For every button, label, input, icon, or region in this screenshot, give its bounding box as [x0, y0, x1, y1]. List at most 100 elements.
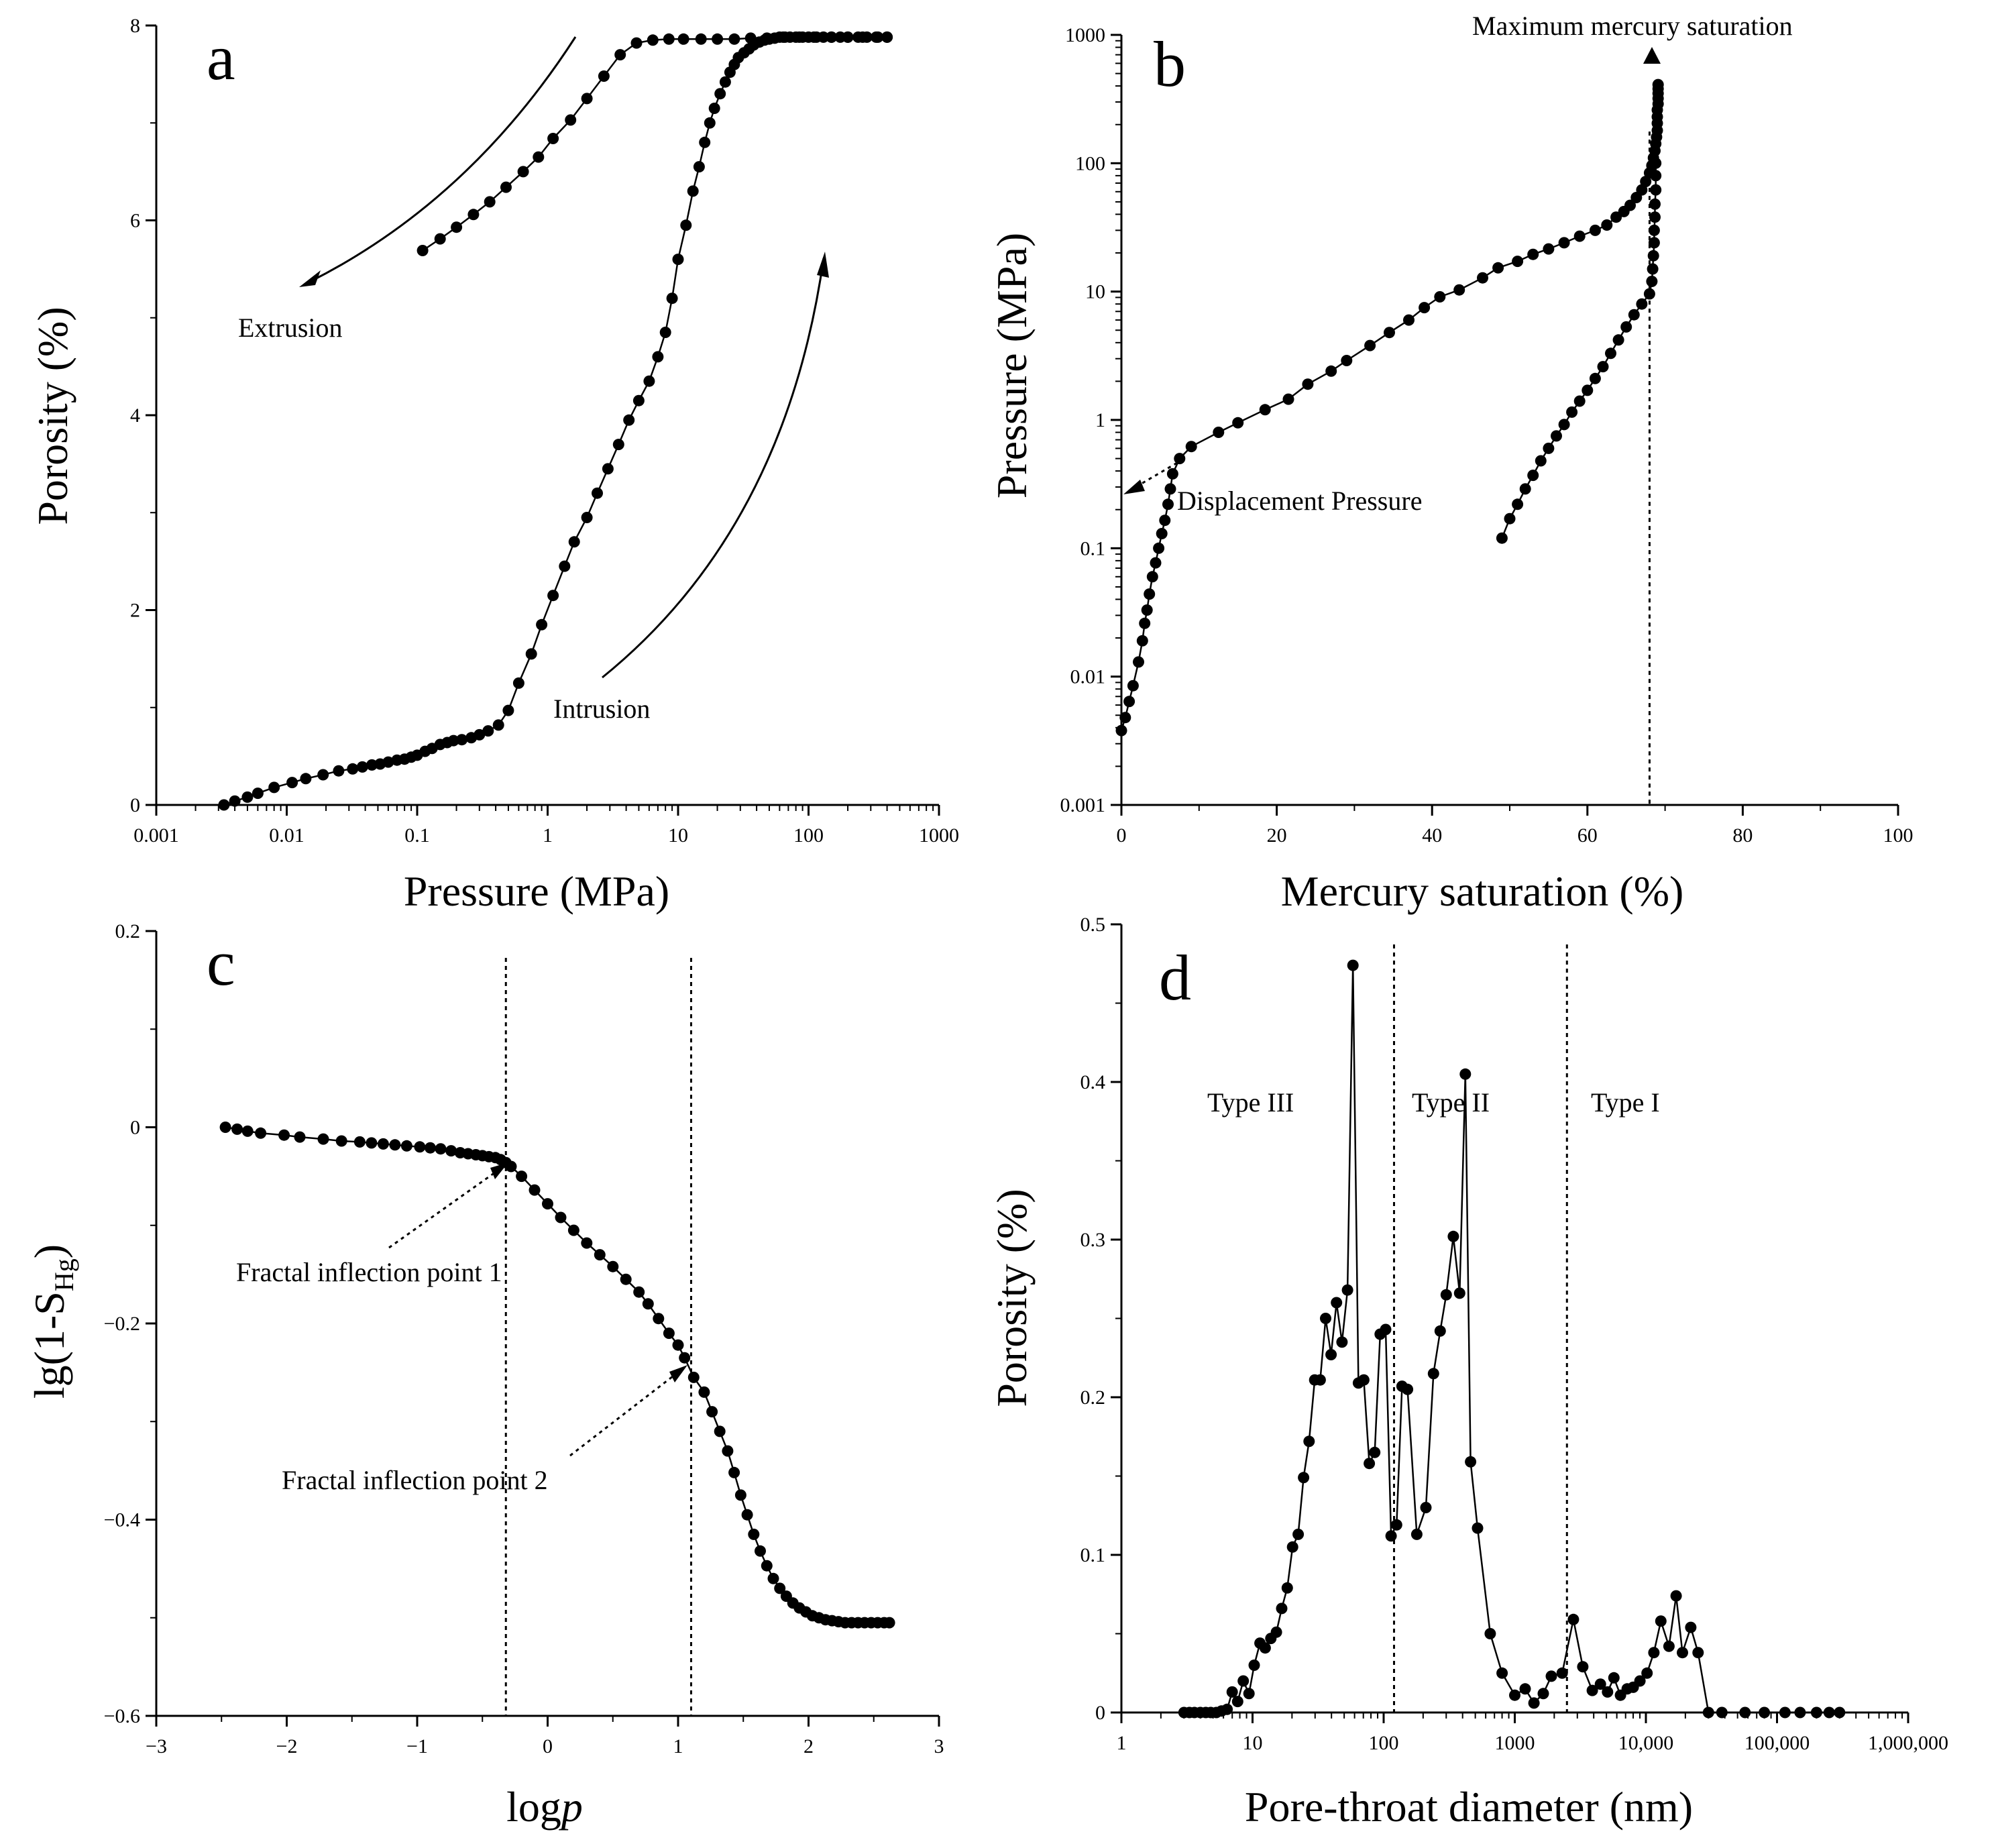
- panel-c-inflection-1-arrow: [388, 1162, 508, 1249]
- panel-c-series-lg-1-shg--point: [516, 1171, 528, 1183]
- panel-a-series-intrusion-point: [632, 394, 645, 406]
- panel-b-x-tick-label: 100: [1883, 824, 1914, 847]
- panel-c-series-lg-1-shg--point: [377, 1138, 389, 1150]
- panel-d-series-porosity-point: [1420, 1502, 1432, 1513]
- panel-c-x-title-italic: p: [559, 1783, 583, 1831]
- panel-a-series-extrusion-point: [517, 166, 529, 178]
- panel-a-series-intrusion-point: [286, 777, 298, 789]
- panel-a-series-intrusion-point: [317, 769, 329, 781]
- panel-a-x-tick-label: 0.001: [133, 824, 179, 847]
- panel-b-series-intrusion-point: [1527, 248, 1539, 260]
- panel-a-series-extrusion-point: [547, 133, 559, 144]
- panel-a-series-extrusion-point: [500, 181, 512, 193]
- panel-d-type-ii-label: Type II: [1412, 1087, 1490, 1118]
- panel-c-x-tick-label: 1: [673, 1735, 683, 1757]
- panel-d-series-porosity-point: [1465, 1456, 1477, 1468]
- panel-a-series-intrusion-point: [672, 254, 684, 266]
- panel-b-y-tick-label: 0.001: [1060, 794, 1106, 816]
- panel-d-series-porosity-point: [1341, 1284, 1353, 1296]
- panel-c-series-lg-1-shg--point: [529, 1184, 541, 1196]
- panel-c-series-lg-1-shg--point: [679, 1352, 691, 1364]
- panel-a-series-intrusion-point: [719, 76, 731, 88]
- panel-c-series-lg-1-shg--point: [633, 1286, 645, 1298]
- panel-a-series-intrusion-point: [218, 799, 230, 811]
- panel-d-series-porosity-point: [1357, 1374, 1370, 1386]
- panel-c-y-title-tail: ): [25, 1244, 73, 1258]
- panel-a-series-intrusion-point: [347, 763, 359, 775]
- panel-d-series-porosity-point: [1434, 1325, 1446, 1337]
- panel-b-series-intrusion-point: [1589, 224, 1601, 236]
- panel-d-type-i-label: Type I: [1591, 1087, 1660, 1118]
- panel-c-series-lg-1-shg--point: [594, 1249, 606, 1261]
- panel-a-series-extrusion-point: [663, 33, 675, 45]
- panel-d-series-porosity-point: [1347, 959, 1359, 971]
- panel-d-series-porosity-point: [1716, 1706, 1728, 1719]
- panel-d-series-porosity-point: [1472, 1522, 1484, 1534]
- panel-b-series-intrusion-point: [1115, 724, 1127, 737]
- panel-b-series-intrusion-point: [1213, 427, 1225, 438]
- panel-d-type-iii-label: Type III: [1207, 1087, 1294, 1118]
- panel-a-axes: 0.001 0.01 0.1 1 10 100 1000 0 2 4 6 8: [130, 15, 959, 847]
- panel-c-x-tick-label: −2: [276, 1735, 298, 1757]
- panel-d-y-title: Porosity (%): [988, 1189, 1036, 1407]
- panel-b-series-intrusion-point: [1601, 219, 1613, 231]
- panel-a-series-intrusion-point: [229, 795, 241, 807]
- panel-b-max-saturation-arrowhead: [1643, 47, 1661, 64]
- panel-a-series-intrusion-point: [659, 327, 671, 338]
- panel-c-series-lg-1-shg--point: [353, 1136, 366, 1148]
- panel-a-series-intrusion-point: [300, 773, 312, 785]
- panel-b-series-intrusion-point: [1150, 557, 1162, 569]
- panel-a-x-title: Pressure (MPa): [404, 867, 669, 915]
- panel-c-series-lg-1-shg--point: [748, 1528, 760, 1540]
- panel-a-series-extrusion-point: [434, 233, 446, 245]
- panel-d-series-porosity-point: [1834, 1706, 1846, 1719]
- panel-d-series-porosity-point: [1369, 1446, 1381, 1458]
- panel-d-series-porosity-point: [1519, 1683, 1531, 1695]
- panel-d-series-porosity-point: [1380, 1323, 1392, 1336]
- panel-b-series-intrusion-point: [1259, 404, 1271, 416]
- panel-c-series-lg-1-shg--point: [219, 1122, 231, 1133]
- panel-b-series-extrusion-point: [1648, 224, 1660, 236]
- panel-b-x-tick-label: 20: [1267, 824, 1287, 847]
- panel-d-series-porosity-point: [1641, 1667, 1653, 1679]
- panel-a-intrusion-arrowhead: [817, 252, 829, 278]
- panel-a-series-intrusion-point: [447, 735, 459, 747]
- panel-c: −3 −2 −1 0 1 2 3 −0.6 −0.4 −0.2 0 0.2 c logp lg(1-S…: [25, 920, 944, 1831]
- panel-c-series-lg-1-shg--point: [714, 1425, 726, 1437]
- panel-b-y-title: Pressure (MPa): [988, 233, 1036, 498]
- panel-d-series-porosity-point: [1237, 1675, 1250, 1687]
- panel-b-series-extrusion-point: [1519, 483, 1531, 495]
- panel-a-x-tick-label: 0.01: [269, 824, 304, 847]
- panel-a-series-extrusion-point: [417, 245, 429, 256]
- panel-c-series-lg-1-shg--point: [734, 1489, 746, 1501]
- panel-d-series-porosity-point: [1320, 1313, 1331, 1324]
- panel-b-series-intrusion-point: [1156, 528, 1168, 539]
- panel-c-axes: −3 −2 −1 0 1 2 3 −0.6 −0.4 −0.2 0 0.2: [104, 920, 944, 1757]
- panel-b-axes: 0 20 40 60 80 100 0.001 0.01 0.1 1 10 100 1000: [1060, 24, 1914, 847]
- panel-b-x-tick-label: 80: [1732, 824, 1753, 847]
- panel-a-intrusion-label: Intrusion: [553, 694, 650, 724]
- panel-d-series-porosity-point: [1248, 1660, 1260, 1671]
- panel-d-series-porosity-point: [1440, 1289, 1452, 1301]
- panel-c-y-title: lg(1-SHg): [25, 1244, 79, 1399]
- panel-a-series-extrusion-point: [793, 31, 806, 43]
- panel-d-x-tick-label: 10: [1243, 1732, 1263, 1754]
- panel-b-series-extrusion-point: [1646, 276, 1658, 287]
- panel-a-series-extrusion-point: [712, 33, 724, 45]
- panel-d-x-tick-label: 100,000: [1744, 1732, 1810, 1754]
- panel-d-series-porosity-point: [1586, 1684, 1598, 1696]
- panel-b-series-extrusion-point: [1636, 298, 1648, 310]
- panel-b-series-extrusion-point: [1620, 321, 1632, 333]
- panel-b-series-extrusion-point: [1543, 442, 1555, 454]
- panel-a-extrusion-label: Extrusion: [238, 313, 343, 343]
- panel-a-series-intrusion-point: [592, 487, 603, 499]
- panel-c-series-lg-1-shg--point: [728, 1466, 740, 1478]
- panel-c-series-lg-1-shg--point: [567, 1224, 579, 1236]
- panel-a-series-extrusion-point: [598, 70, 610, 82]
- panel-d-series-porosity-point: [1221, 1703, 1233, 1715]
- panel-a-series-extrusion-point: [484, 196, 496, 208]
- panel-c-series-lg-1-shg--point: [653, 1313, 665, 1325]
- panel-c-series-lg-1-shg--point: [581, 1237, 593, 1249]
- panel-b-series-extrusion-point: [1643, 288, 1655, 300]
- panel-b-series-intrusion-point: [1302, 378, 1314, 390]
